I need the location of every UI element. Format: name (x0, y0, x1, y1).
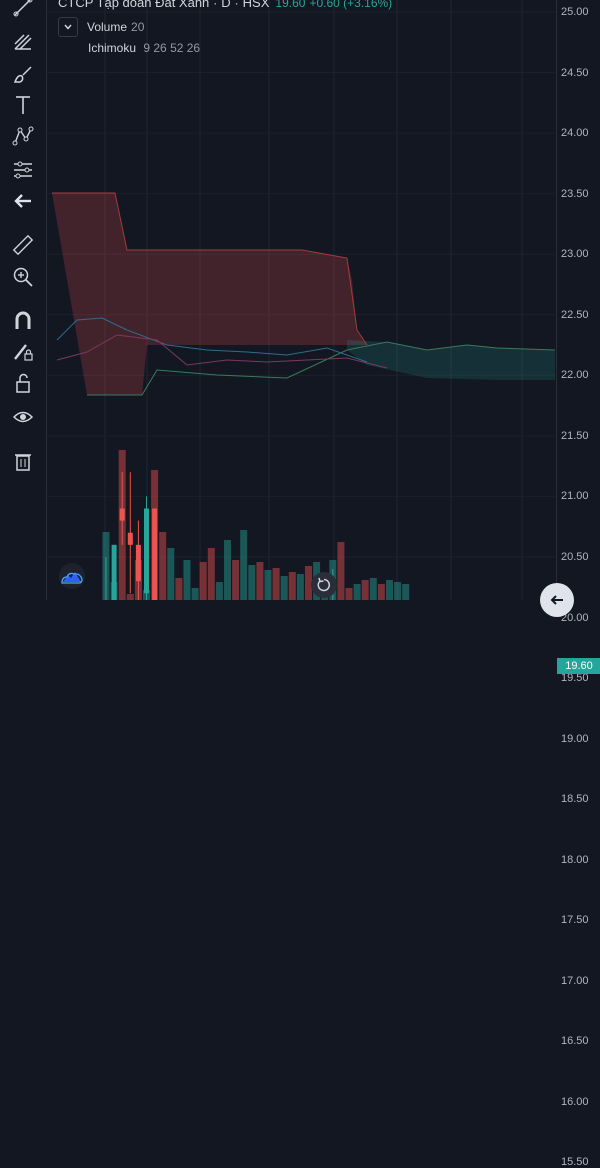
candle-body (111, 544, 117, 606)
volume-bar (248, 565, 256, 600)
ichimoku-cloud-bullish (347, 340, 555, 380)
ichimoku-indicator-params: 9 26 52 26 (143, 41, 201, 55)
exchange-label: HSX (242, 0, 270, 10)
symbol-name: CTCP Tập đoàn Đất Xanh (58, 0, 210, 10)
tenkan-line (56, 317, 368, 363)
ichimoku-cloud-bearish (52, 193, 367, 395)
ichimoku-indicator-row[interactable]: Ichimoku 9 26 52 26 (88, 41, 392, 55)
last-price: 19.60 (275, 0, 306, 10)
volume-bar (175, 578, 183, 600)
price-tick-label: 23.50 (561, 187, 589, 200)
price-tick-label: 18.50 (561, 793, 589, 806)
volume-bar (377, 584, 385, 600)
price-axis[interactable]: 15.50 16.00 16.50 17.00 17.50 18.00 18.50 19.00… (556, 0, 600, 1168)
reset-icon (317, 577, 330, 592)
chart-logo-button[interactable] (59, 563, 85, 589)
volume-bar (232, 560, 240, 600)
volume-bar (402, 584, 410, 600)
chart-legend: CTCP Tập đoàn Đất Xanh · D · HSX 19.60 +0.60 (… (58, 0, 392, 55)
kijun-line (56, 334, 388, 369)
volume-bar (207, 548, 215, 600)
volume-bar (256, 562, 264, 600)
candle-body (119, 508, 125, 521)
eye-icon[interactable] (8, 404, 38, 430)
pattern-icon[interactable] (8, 123, 38, 149)
price-tick-label: 17.50 (561, 914, 589, 927)
price-tick-label: 16.50 (561, 1035, 589, 1048)
volume-bar (224, 540, 231, 600)
volume-indicator-row[interactable]: Volume 20 (58, 17, 392, 37)
current-price-label: 19.60 (557, 657, 600, 674)
volume-bar (215, 582, 223, 600)
volume-bar (199, 562, 207, 600)
price-tick-label: 24.00 (561, 127, 589, 140)
volume-bar (183, 560, 191, 600)
trash-icon[interactable] (8, 448, 38, 474)
price-tick-label: 18.00 (561, 853, 589, 866)
volume-bar (191, 588, 199, 600)
senkou-span-b (87, 341, 556, 396)
price-tick-label: 24.50 (561, 66, 589, 79)
volume-bar (240, 530, 248, 600)
volume-bar (353, 584, 361, 600)
arrow-left-icon (550, 595, 563, 605)
volume-bar (296, 574, 304, 600)
candle-body (144, 508, 149, 594)
price-tick-label: 20.50 (561, 550, 589, 563)
volume-indicator-name: Volume (87, 20, 128, 34)
lock-icon[interactable] (8, 370, 38, 396)
volume-bar (126, 594, 134, 600)
ruler-icon[interactable] (8, 232, 38, 258)
price-tick-label: 22.50 (561, 308, 589, 321)
interval-label: D (221, 0, 231, 10)
price-tick-label: 23.00 (561, 248, 589, 261)
ichimoku-indicator-name: Ichimoku (88, 41, 137, 55)
volume-bar (394, 582, 402, 600)
magnet-icon[interactable] (8, 308, 38, 334)
price-tick-label: 16.00 (561, 1095, 589, 1108)
volume-bar (361, 580, 369, 600)
collapse-legend-button[interactable] (58, 17, 78, 37)
volume-indicator-params: 20 (131, 20, 145, 34)
chevron-down-icon (64, 24, 72, 30)
price-chart[interactable] (47, 0, 556, 1163)
drawing-toolbar (0, 0, 47, 600)
volume-bar (337, 542, 345, 600)
symbol-header[interactable]: CTCP Tập đoàn Đất Xanh · D · HSX 19.60 +0.60 (… (58, 0, 392, 12)
price-tick-label: 15.50 (561, 1156, 589, 1168)
fib-icon[interactable] (8, 28, 38, 54)
volume-bar (369, 578, 377, 600)
chart-canvas[interactable] (47, 0, 556, 1163)
price-tick-label: 19.00 (561, 732, 589, 745)
price-tick-label: 21.00 (561, 490, 589, 503)
zoom-in-icon[interactable] (8, 264, 38, 290)
volume-bar (288, 572, 296, 600)
volume-bar (167, 548, 175, 600)
volume-bar (264, 570, 272, 600)
candle-body (127, 532, 133, 545)
price-tick-label: 25.00 (561, 6, 589, 18)
text-icon[interactable] (8, 92, 38, 118)
reset-chart-button[interactable] (311, 572, 337, 598)
cloud-logo-icon (61, 572, 83, 584)
price-change: +0.60 (+3.16%) (309, 0, 393, 10)
brush-icon[interactable] (8, 62, 38, 88)
candle-body (135, 544, 141, 582)
back-arrow-icon[interactable] (8, 188, 38, 214)
price-tick-label: 22.00 (561, 369, 589, 382)
price-tick-label: 21.50 (561, 429, 589, 442)
volume-bar (305, 566, 312, 600)
candle-body (152, 508, 158, 715)
volume-bar (159, 532, 167, 600)
scroll-to-realtime-button[interactable] (540, 583, 574, 617)
volume-bar (345, 588, 353, 600)
trend-line-icon[interactable] (8, 0, 38, 20)
lock-drawing-icon[interactable] (8, 338, 38, 364)
senkou-span-a (52, 192, 368, 346)
volume-bar (386, 580, 393, 600)
volume-bar (280, 576, 288, 600)
measure-projection-icon[interactable] (8, 157, 38, 183)
price-tick-label: 17.00 (561, 974, 589, 987)
volume-bar (272, 568, 280, 600)
